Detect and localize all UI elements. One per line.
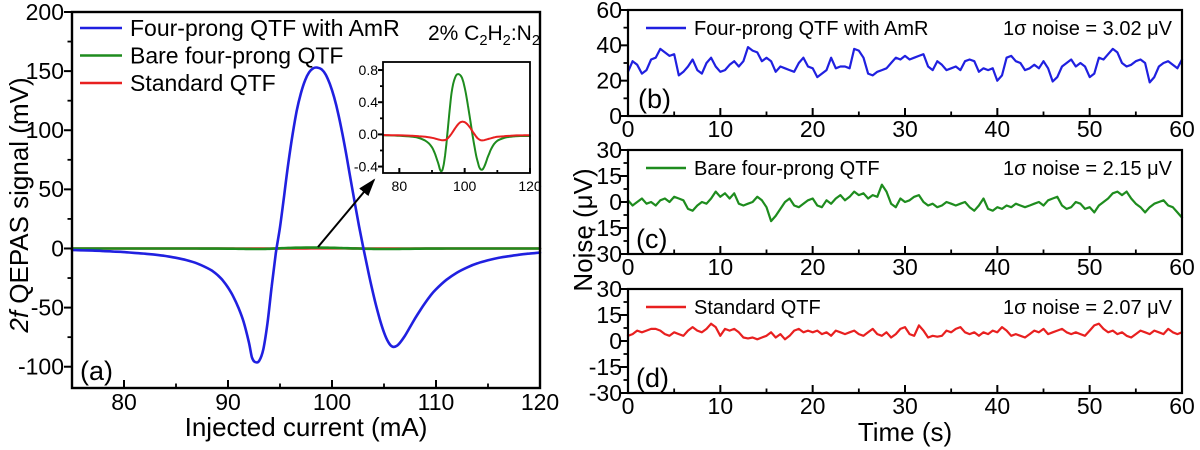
inset-pointer-arrow <box>317 178 376 248</box>
y-tick-label: 0 <box>609 189 622 215</box>
series-line-green <box>382 73 531 173</box>
y-tick-label: 100 <box>26 117 64 143</box>
x-tick-label: 10 <box>708 254 734 280</box>
series-line-green <box>626 183 1184 223</box>
series-line-green <box>70 246 542 251</box>
legend-label: Four-prong QTF with AmR <box>694 18 929 40</box>
x-tick-label: 0 <box>622 393 635 419</box>
x-tick-label: 120 <box>521 389 559 415</box>
x-tick-label: 100 <box>453 178 477 194</box>
x-tick-label: 20 <box>800 254 826 280</box>
y-tick-label: -30 <box>589 241 622 267</box>
x-tick-label: 0 <box>622 116 635 142</box>
series-line-red <box>382 120 531 142</box>
x-tick-label: 40 <box>985 116 1011 142</box>
y-tick-label: 60 <box>596 0 622 23</box>
y-tick-label: -0.4 <box>354 158 378 174</box>
x-tick-label: 100 <box>313 389 351 415</box>
x-tick-label: 60 <box>1169 393 1195 419</box>
noise-annotation-d: 1σ noise = 2.07 μV <box>1003 297 1173 319</box>
x-tick-label: 50 <box>1077 393 1103 419</box>
x-tick-label: 10 <box>708 116 734 142</box>
y-tick-label: 30 <box>596 137 622 163</box>
x-tick-label: 20 <box>800 393 826 419</box>
x-tick-label: 30 <box>892 393 918 419</box>
x-tick-label: 50 <box>1077 254 1103 280</box>
y-tick-label: 50 <box>38 176 64 202</box>
y-tick-label: -15 <box>589 215 622 241</box>
y-tick-label: 0.0 <box>359 126 379 142</box>
y-tick-label: 40 <box>596 32 622 58</box>
x-tick-label: 50 <box>1077 116 1103 142</box>
y-tick-label: -15 <box>589 354 622 380</box>
y-tick-label: 200 <box>26 0 64 25</box>
y-tick-label: -50 <box>31 294 64 320</box>
series-line-red <box>626 322 1184 341</box>
time-xlabel: Time (s) <box>858 417 952 447</box>
y-tick-label: 0.8 <box>359 62 379 78</box>
y-tick-label: 30 <box>596 276 622 302</box>
legend-label: Bare four-prong QTF <box>694 158 880 180</box>
panel-c-letter: (c) <box>636 224 667 254</box>
noise-ylabel: Noise (μV) <box>568 168 598 291</box>
legend-label: Standard QTF <box>130 70 276 96</box>
x-tick-label: 0 <box>622 254 635 280</box>
panel-b-letter: (b) <box>638 84 671 114</box>
noise-annotation-b: 1σ noise = 3.02 μV <box>1003 18 1173 40</box>
x-tick-label: 80 <box>111 389 137 415</box>
y-tick-label: -100 <box>18 354 64 380</box>
series-line-blue <box>626 46 1184 84</box>
x-tick-label: 30 <box>892 254 918 280</box>
y-tick-label: 0 <box>51 235 64 261</box>
y-tick-label: 20 <box>596 67 622 93</box>
y-tick-label: 0 <box>609 103 622 129</box>
panel-a-ylabel: 2f QEPAS signal (mV) <box>4 77 34 333</box>
panel-a-xlabel: Injected current (mA) <box>185 412 428 442</box>
y-tick-label: 15 <box>596 302 622 328</box>
x-tick-label: 80 <box>392 178 408 194</box>
x-tick-label: 60 <box>1169 254 1195 280</box>
x-tick-label: 30 <box>892 116 918 142</box>
legend-label: Bare four-prong QTF <box>130 43 343 69</box>
x-tick-label: 60 <box>1169 116 1195 142</box>
series-line-blue <box>70 66 542 364</box>
y-tick-label: -30 <box>589 380 622 406</box>
panel-a-letter: (a) <box>80 356 113 386</box>
x-tick-label: 120 <box>518 178 542 194</box>
gas-concentration-annotation: 2% C2H2:N2 <box>428 22 540 49</box>
y-tick-label: 0 <box>609 328 622 354</box>
x-tick-label: 40 <box>985 393 1011 419</box>
axis-frame <box>382 61 531 174</box>
noise-annotation-c: 1σ noise = 2.15 μV <box>1003 158 1173 180</box>
x-tick-label: 90 <box>215 389 241 415</box>
panel-a: 80 90 100 110 120 -100 -50 0 50 100 150 200 <box>18 0 559 415</box>
y-tick-label: 0.4 <box>359 94 379 110</box>
y-tick-label: 150 <box>26 58 64 84</box>
panel-a-inset: 80 100 120 -0.4 0.0 0.4 0.8 <box>354 61 542 194</box>
legend-label: Four-prong QTF with AmR <box>130 15 400 41</box>
x-tick-label: 110 <box>418 389 455 415</box>
legend-label: Standard QTF <box>694 297 821 319</box>
axis-frame <box>70 10 542 390</box>
x-tick-label: 20 <box>800 116 826 142</box>
x-tick-label: 10 <box>708 393 734 419</box>
x-tick-label: 40 <box>985 254 1011 280</box>
y-tick-label: 15 <box>596 163 622 189</box>
panel-d-letter: (d) <box>636 363 669 393</box>
